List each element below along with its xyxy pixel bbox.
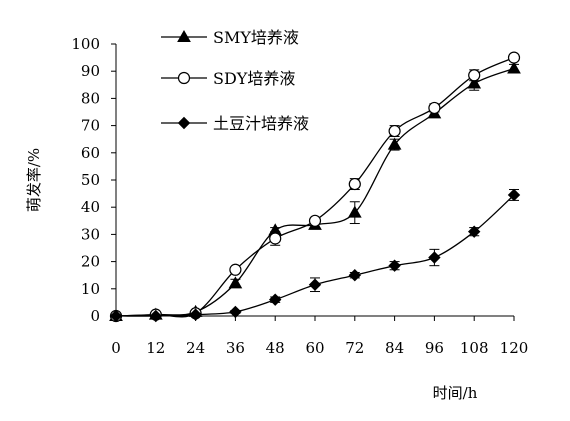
series-3 (109, 188, 521, 323)
data-point (189, 308, 202, 321)
data-point (308, 278, 322, 291)
legend-label: SDY培养液 (213, 69, 295, 88)
legend-marker (177, 116, 191, 130)
x-axis-label: 时间/h (433, 384, 478, 402)
x-tick-label: 48 (266, 339, 285, 357)
y-tick-label: 60 (81, 144, 100, 162)
legend-marker (177, 71, 191, 85)
data-point (428, 101, 441, 115)
y-tick-label: 10 (81, 280, 100, 298)
data-point (468, 69, 481, 82)
data-point (507, 188, 521, 202)
data-point (387, 137, 402, 150)
data-point (428, 251, 441, 264)
y-tick-label: 100 (71, 35, 100, 53)
legend-item-3: 土豆汁培养液 (161, 114, 309, 133)
y-tick-label: 20 (81, 253, 100, 271)
series-line (115, 194, 515, 317)
data-point (507, 51, 521, 64)
data-point (109, 309, 123, 323)
y-tick-label: 40 (81, 198, 100, 216)
x-tick-label: 24 (186, 339, 205, 357)
y-tick-label: 80 (81, 89, 100, 107)
data-point (228, 276, 243, 289)
legend-item-2: SDY培养液 (161, 69, 295, 88)
data-point (229, 305, 242, 319)
legend-label: 土豆汁培养液 (213, 114, 309, 133)
data-point (467, 76, 482, 89)
data-point (229, 263, 242, 276)
data-point (269, 232, 282, 245)
y-tick-label: 70 (81, 117, 100, 135)
data-point (467, 225, 481, 238)
y-tick-label: 30 (81, 225, 100, 243)
legend-label: SMY培养液 (213, 28, 299, 47)
series-2 (109, 51, 521, 323)
data-point (507, 61, 521, 74)
x-tick-label: 0 (111, 339, 121, 357)
data-point (348, 177, 361, 191)
x-tick-label: 60 (305, 339, 324, 357)
data-point (347, 205, 362, 218)
y-tick-label: 90 (81, 62, 100, 80)
x-tick-label: 84 (385, 339, 404, 357)
x-tick-label: 72 (345, 339, 364, 357)
data-point (308, 214, 322, 227)
x-tick-label: 36 (226, 339, 245, 357)
x-tick-label: 120 (500, 339, 529, 357)
x-tick-label: 12 (146, 339, 165, 357)
y-tick-label: 50 (81, 171, 100, 189)
chart-axes: 0 10 20 30 40 50 60 70 80 90 100 0 12 24 36 48 60 72 84 96 1… (71, 35, 528, 357)
legend-item-1: SMY培养液 (161, 28, 299, 47)
data-point (268, 293, 282, 306)
data-point (388, 259, 401, 272)
y-tick-label: 0 (90, 307, 100, 325)
x-tick-label: 96 (425, 339, 444, 357)
legend-marker (177, 29, 191, 42)
data-point (149, 309, 163, 323)
data-point (388, 124, 401, 138)
y-axis-label: 萌发率/% (25, 148, 43, 212)
data-point (348, 268, 362, 282)
x-tick-label: 108 (460, 339, 489, 357)
series-layer (109, 51, 521, 323)
